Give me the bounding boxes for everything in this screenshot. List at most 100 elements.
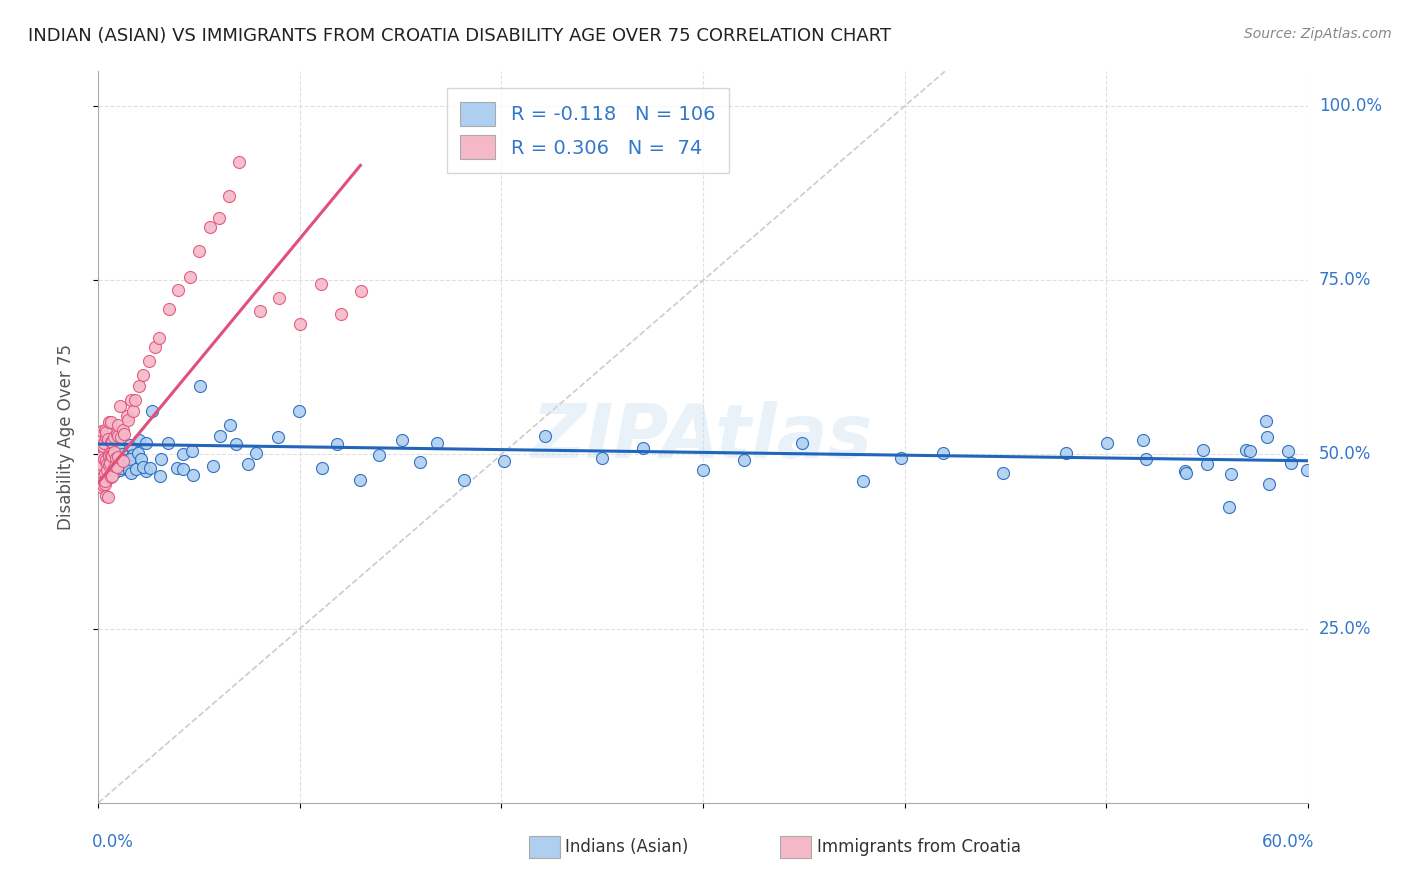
Point	[111, 454, 134, 468]
Point	[408, 455, 430, 469]
Point	[132, 368, 155, 383]
Point	[181, 467, 204, 482]
Text: 60.0%: 60.0%	[1263, 833, 1315, 851]
Point	[1135, 452, 1157, 467]
Point	[120, 392, 142, 407]
Point	[1234, 443, 1257, 458]
Point	[103, 445, 125, 459]
Point	[1277, 444, 1299, 458]
Point	[111, 458, 134, 472]
Point	[733, 453, 755, 467]
Point	[100, 457, 122, 471]
Point	[98, 424, 121, 438]
Point	[93, 452, 115, 467]
Text: Indians (Asian): Indians (Asian)	[565, 838, 689, 856]
Point	[96, 463, 118, 477]
Point	[267, 291, 290, 305]
Point	[1095, 436, 1118, 450]
Point	[91, 446, 114, 460]
Point	[591, 451, 613, 466]
Point	[208, 429, 231, 443]
Point	[138, 353, 160, 368]
Point	[103, 444, 125, 458]
Point	[534, 428, 557, 442]
Point	[1132, 434, 1154, 448]
Point	[1296, 463, 1319, 477]
Point	[91, 445, 114, 459]
Point	[110, 440, 132, 454]
Point	[225, 436, 247, 450]
Point	[101, 466, 124, 480]
Text: INDIAN (ASIAN) VS IMMIGRANTS FROM CROATIA DISABILITY AGE OVER 75 CORRELATION CHA: INDIAN (ASIAN) VS IMMIGRANTS FROM CROATI…	[28, 27, 891, 45]
Point	[141, 404, 163, 418]
Point	[103, 430, 125, 444]
Point	[172, 447, 194, 461]
Point	[100, 470, 122, 484]
Point	[122, 449, 145, 463]
Point	[1258, 476, 1281, 491]
Point	[148, 331, 170, 345]
Point	[249, 304, 271, 318]
Point	[94, 423, 117, 437]
Point	[128, 434, 150, 448]
Point	[118, 437, 141, 451]
Point	[91, 475, 114, 489]
Point	[180, 444, 202, 458]
Point	[932, 446, 955, 460]
Point	[201, 459, 224, 474]
Point	[93, 475, 115, 489]
Point	[391, 434, 413, 448]
Point	[368, 448, 391, 462]
Point	[110, 448, 132, 462]
Point	[179, 269, 201, 284]
Point	[101, 438, 124, 452]
Point	[91, 457, 114, 471]
Point	[108, 449, 131, 463]
Point	[94, 425, 117, 439]
Point	[97, 433, 120, 447]
Point	[228, 155, 250, 169]
Point	[120, 451, 142, 466]
Point	[1175, 467, 1198, 481]
Point	[105, 460, 128, 475]
Point	[89, 440, 111, 454]
Point	[149, 469, 172, 483]
Point	[1219, 467, 1241, 481]
Text: ZIPAtlas: ZIPAtlas	[533, 401, 873, 474]
Point	[96, 438, 118, 452]
Point	[128, 378, 150, 392]
Point	[94, 453, 117, 467]
Point	[1197, 457, 1219, 471]
Point	[1192, 442, 1215, 457]
Point	[287, 404, 309, 418]
Point	[309, 277, 332, 291]
Point	[91, 424, 114, 438]
Point	[94, 474, 117, 488]
Point	[90, 480, 112, 494]
Point	[91, 439, 114, 453]
Point	[325, 437, 347, 451]
Point	[115, 409, 138, 423]
Point	[93, 436, 115, 450]
Point	[107, 418, 129, 433]
Text: 50.0%: 50.0%	[1319, 445, 1371, 464]
Point	[94, 466, 117, 480]
Point	[1239, 444, 1261, 458]
Point	[157, 301, 180, 316]
Point	[108, 462, 131, 476]
Point	[100, 449, 122, 463]
Point	[100, 434, 122, 449]
Point	[101, 459, 124, 474]
Point	[100, 465, 122, 479]
Text: Source: ZipAtlas.com: Source: ZipAtlas.com	[1244, 27, 1392, 41]
Point	[349, 473, 371, 487]
Point	[112, 427, 135, 442]
Point	[188, 244, 211, 258]
Point	[129, 452, 152, 467]
Point	[117, 413, 139, 427]
Text: 0.0%: 0.0%	[91, 833, 134, 851]
Point	[98, 447, 121, 461]
Point	[107, 451, 129, 466]
Point	[93, 440, 115, 454]
Point	[104, 462, 127, 476]
